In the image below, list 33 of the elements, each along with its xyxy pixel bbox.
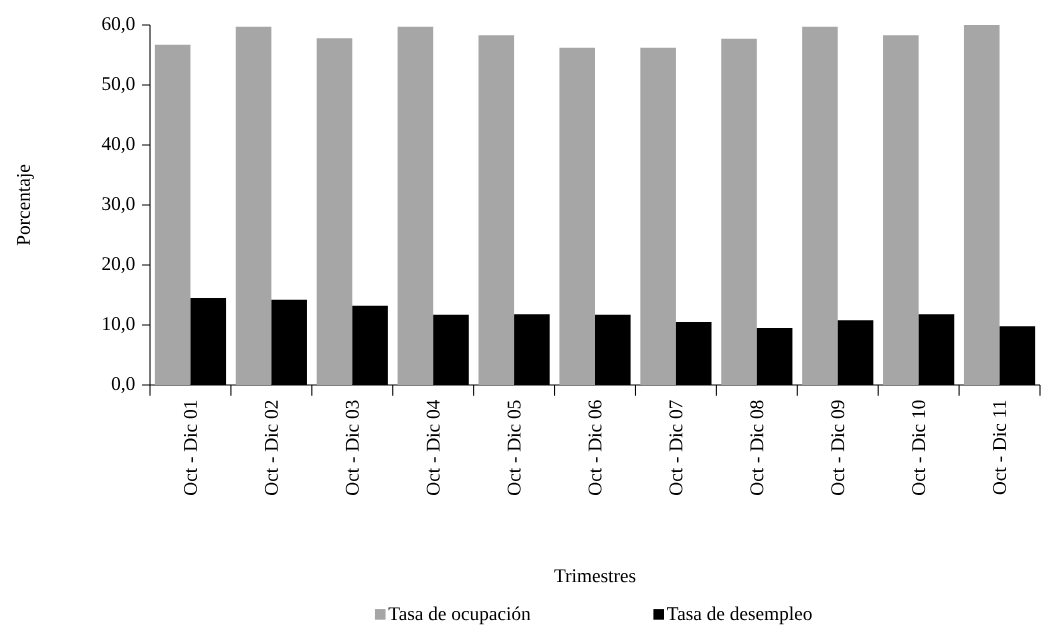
- bar: [802, 26, 838, 385]
- bar: [963, 25, 1000, 385]
- legend-label: Tasa de desempleo: [667, 606, 812, 625]
- y-tick-label: 20,0: [102, 257, 135, 273]
- x-tick-label: Oct - Dic 05: [507, 400, 521, 496]
- bar: [316, 38, 353, 385]
- x-tick-label: Oct - Dic 07: [669, 400, 683, 496]
- legend-label: Tasa de ocupación: [388, 606, 531, 625]
- x-tick-label: Oct - Dic 02: [264, 400, 278, 496]
- bar: [883, 35, 919, 385]
- x-tick-label: Oct - Dic 01: [183, 400, 197, 496]
- y-tick-label: 30,0: [102, 197, 135, 213]
- bar: [154, 44, 191, 385]
- y-tick-label: 0,0: [111, 377, 135, 393]
- y-tick-label: 10,0: [103, 317, 135, 333]
- bar: [397, 26, 434, 385]
- bar: [640, 47, 676, 385]
- x-tick-label: Oct - Dic 03: [345, 400, 359, 496]
- y-axis-title: Porcentaje: [16, 164, 34, 246]
- bar: [235, 26, 272, 385]
- y-tick-label: 40,0: [101, 137, 135, 153]
- x-axis-title: Trimestres: [554, 569, 636, 583]
- y-tick-label: 50,0: [102, 77, 135, 93]
- x-tick-label: Oct - Dic 09: [831, 400, 845, 496]
- x-tick-label: Oct - Dic 10: [912, 400, 926, 496]
- bar: [721, 38, 757, 385]
- bar: [559, 47, 596, 385]
- x-tick-label: Oct - Dic 04: [426, 400, 440, 496]
- x-tick-label: Oct - Dic 11: [993, 400, 1007, 495]
- y-tick-label: 60,0: [102, 17, 135, 33]
- bar: [478, 35, 515, 385]
- x-tick-label: Oct - Dic 06: [588, 400, 602, 496]
- x-tick-label: Oct - Dic 08: [750, 400, 764, 496]
